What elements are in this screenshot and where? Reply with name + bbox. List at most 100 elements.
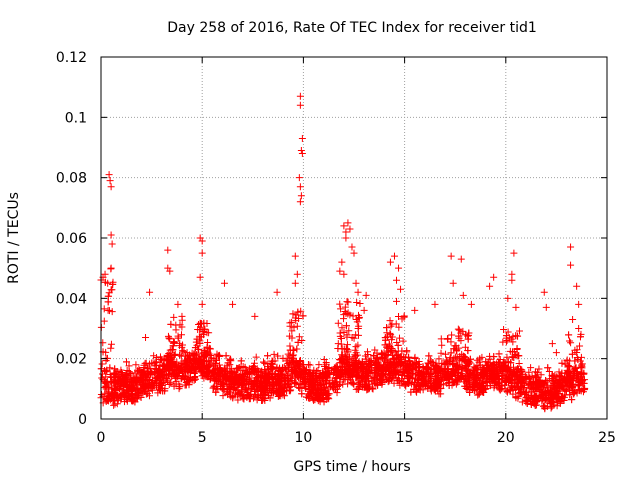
data-point: [141, 359, 149, 367]
data-point: [537, 385, 545, 393]
data-point: [362, 291, 370, 299]
data-point: [568, 396, 576, 404]
data-point: [403, 348, 411, 356]
data-point: [137, 393, 145, 401]
data-point: [507, 367, 515, 375]
data-point: [448, 331, 456, 339]
data-point: [202, 358, 210, 366]
data-point: [165, 371, 173, 379]
data-point: [205, 329, 213, 337]
data-point: [453, 346, 461, 354]
data-point: [408, 374, 416, 382]
data-point: [501, 362, 509, 370]
data-point: [234, 366, 242, 374]
data-point: [454, 362, 462, 370]
data-point: [103, 379, 111, 387]
data-point: [261, 366, 269, 374]
data-point: [149, 380, 157, 388]
data-point: [344, 348, 352, 356]
data-point: [196, 326, 204, 334]
data-point: [356, 300, 364, 308]
data-point: [229, 300, 237, 308]
data-point: [511, 375, 519, 383]
data-point: [558, 369, 566, 377]
data-point: [112, 386, 120, 394]
data-point: [460, 376, 468, 384]
data-point: [317, 386, 325, 394]
data-point: [170, 382, 178, 390]
data-point: [451, 342, 459, 350]
data-point: [176, 383, 184, 391]
data-point: [100, 305, 108, 313]
data-point: [252, 353, 260, 361]
data-point: [577, 353, 585, 361]
data-point: [467, 300, 475, 308]
data-point: [241, 363, 249, 371]
data-point: [562, 377, 570, 385]
data-point: [427, 358, 435, 366]
data-point: [294, 338, 302, 346]
data-point: [475, 390, 483, 398]
data-point: [480, 382, 488, 390]
data-point: [135, 389, 143, 397]
data-point: [156, 361, 164, 369]
data-point: [170, 351, 178, 359]
data-point: [512, 303, 520, 311]
data-point: [447, 252, 455, 260]
data-point: [190, 350, 198, 358]
chart-title: Day 258 of 2016, Rate Of TEC Index for r…: [167, 20, 537, 36]
data-point: [170, 313, 178, 321]
data-point: [172, 361, 180, 369]
data-point: [531, 384, 539, 392]
data-point: [578, 377, 586, 385]
data-point: [182, 381, 190, 389]
data-point: [354, 325, 362, 333]
data-point: [315, 374, 323, 382]
data-point: [239, 373, 247, 381]
data-point: [483, 367, 491, 375]
data-point: [527, 381, 535, 389]
data-point: [123, 372, 131, 380]
data-point: [274, 352, 282, 360]
data-point: [210, 366, 218, 374]
data-point: [207, 352, 215, 360]
data-point: [354, 385, 362, 393]
data-point: [297, 192, 305, 200]
data-point: [170, 339, 178, 347]
data-point: [166, 267, 174, 275]
data-point: [167, 320, 175, 328]
data-point: [284, 350, 292, 358]
data-point: [388, 320, 396, 328]
data-point: [402, 382, 410, 390]
data-point: [563, 366, 571, 374]
data-point: [555, 378, 563, 386]
data-point: [365, 357, 373, 365]
data-point: [347, 372, 355, 380]
data-point: [447, 349, 455, 357]
data-point: [466, 369, 474, 377]
data-point: [292, 379, 300, 387]
data-point: [206, 375, 214, 383]
data-point: [390, 252, 398, 260]
data-point: [363, 382, 371, 390]
data-point: [435, 390, 443, 398]
data-point: [529, 385, 537, 393]
data-point: [279, 354, 287, 362]
data-point: [277, 386, 285, 394]
data-point: [363, 371, 371, 379]
data-point: [254, 392, 262, 400]
data-point: [343, 331, 351, 339]
data-point: [206, 345, 214, 353]
data-point: [444, 366, 452, 374]
data-point: [291, 252, 299, 260]
data-point: [142, 334, 150, 342]
data-point: [359, 372, 367, 380]
data-point: [322, 377, 330, 385]
data-point: [302, 385, 310, 393]
data-point: [127, 369, 135, 377]
data-point: [341, 303, 349, 311]
data-point: [517, 384, 524, 392]
data-point: [370, 377, 378, 385]
data-point: [298, 150, 306, 158]
data-point: [284, 376, 292, 384]
